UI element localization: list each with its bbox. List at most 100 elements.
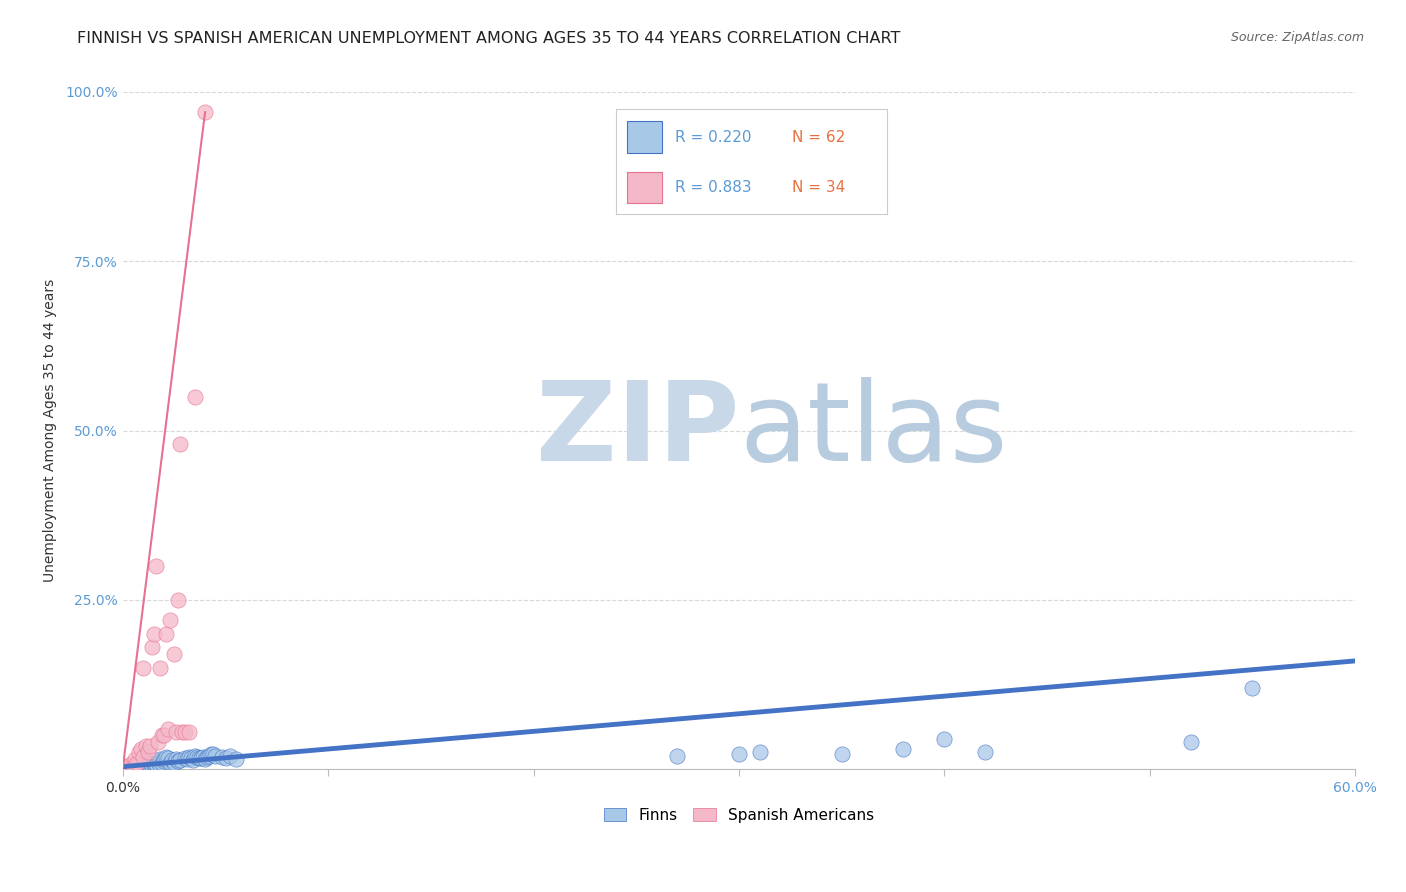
Text: ZIP: ZIP [536,377,740,484]
Point [118,762,141,776]
Point [831,747,853,762]
Point [184,748,207,763]
Point [202,747,225,762]
Point [138,756,160,770]
Point [124,759,146,773]
Point [153,752,176,766]
Y-axis label: Unemployment Among Ages 35 to 44 years: Unemployment Among Ages 35 to 44 years [44,279,58,582]
Point [114,760,136,774]
Point [204,748,226,763]
Point [111,762,134,776]
Point [124,752,146,766]
Text: FINNISH VS SPANISH AMERICAN UNEMPLOYMENT AMONG AGES 35 TO 44 YEARS CORRELATION C: FINNISH VS SPANISH AMERICAN UNEMPLOYMENT… [77,31,901,46]
Point [176,752,198,766]
Point [160,753,183,767]
Point [194,105,217,120]
Point [132,750,155,764]
Point [141,640,163,655]
Point [211,750,233,764]
Point [190,751,212,765]
Text: atlas: atlas [740,377,1008,484]
Point [149,661,172,675]
Point [131,742,153,756]
Point [128,759,150,773]
Point [132,757,155,772]
Point [214,751,236,765]
Point [128,745,150,759]
Point [157,751,180,765]
Point [122,759,145,773]
Point [145,559,167,574]
Point [118,760,141,774]
Point [159,756,181,770]
Point [132,760,155,774]
Point [132,661,155,675]
Point [120,756,142,771]
Point [191,750,214,764]
Point [173,751,195,765]
Point [146,754,169,768]
Point [186,750,208,764]
Point [150,728,173,742]
Point [200,747,222,762]
Point [150,756,173,770]
Point [155,750,177,764]
Point [748,745,770,759]
Point [138,760,160,774]
Point [131,758,153,772]
Point [142,756,165,770]
Point [181,753,204,767]
Point [974,745,997,759]
Point [135,759,157,773]
Point [111,762,134,776]
Point [1180,735,1202,749]
Point [180,751,202,765]
Point [728,747,751,762]
Point [145,756,167,771]
Point [149,752,172,766]
Point [136,756,159,771]
Point [165,752,187,766]
Point [136,745,159,759]
Point [142,627,165,641]
Point [198,748,221,763]
Point [173,725,195,739]
Text: Source: ZipAtlas.com: Source: ZipAtlas.com [1230,31,1364,45]
Point [120,761,142,775]
Point [187,751,209,765]
Point [218,748,240,763]
Point [163,647,186,661]
Point [891,742,914,756]
Point [666,748,689,763]
Point [122,760,145,774]
Point [163,756,186,770]
Point [127,761,149,775]
Point [934,731,956,746]
Point [225,752,247,766]
Point [167,593,190,607]
Point [153,754,176,768]
Point [127,756,149,770]
Point [155,627,177,641]
Point [146,735,169,749]
Point [135,739,157,753]
Point [165,725,187,739]
Point [111,760,134,774]
Point [138,739,160,753]
Point [157,722,180,736]
Point [169,437,191,451]
Point [141,759,163,773]
Point [115,759,138,773]
Point [177,725,200,739]
Point [194,752,217,766]
Point [1241,681,1264,695]
Point [172,725,194,739]
Point [184,390,207,404]
Point [177,750,200,764]
Point [149,759,172,773]
Legend: Finns, Spanish Americans: Finns, Spanish Americans [603,807,875,822]
Point [159,613,181,627]
Point [153,728,176,742]
Point [167,754,190,768]
Point [142,758,165,772]
